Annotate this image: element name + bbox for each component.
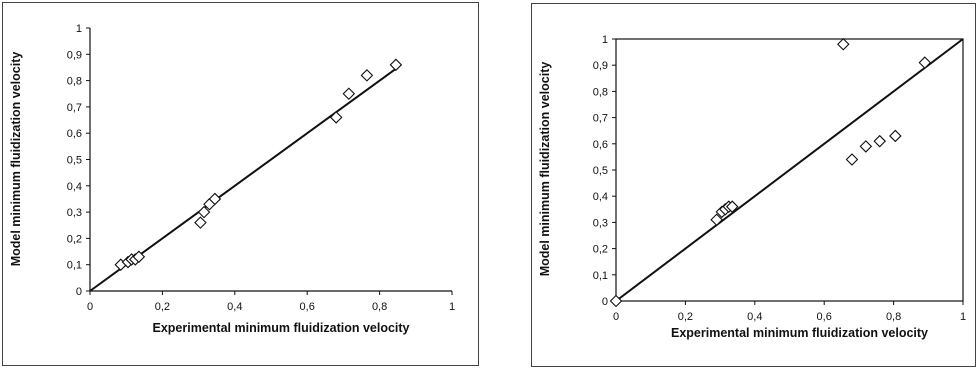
data-point-diamond [837, 37, 850, 51]
y-tick-label: 0,9 [593, 60, 608, 72]
y-axis-title: Model minimum fluidization velocity [9, 52, 23, 267]
fit-line [615, 38, 964, 302]
x-tick-label: 0,8 [886, 311, 901, 323]
data-point-diamond [845, 153, 859, 166]
chart-panel-right: 0 0,2 0,4 0,6 0,8 1 0 0,1 0,2 0,3 0,4 0,5 0,6 0,7 0,8 0… [531, 3, 976, 367]
y-tick-label: 0,9 [67, 49, 82, 61]
data-point-diamond [889, 129, 902, 143]
data-point-diamond [918, 56, 932, 69]
data-point-diamond [710, 213, 723, 227]
data-point-diamond [609, 294, 623, 308]
x-tick-label: 0,2 [155, 301, 170, 313]
data-point-diamond [725, 200, 739, 213]
y-tick-label: 0,5 [593, 165, 608, 177]
data-point-diamond [132, 250, 146, 264]
y-tick-label: 1 [602, 34, 608, 46]
chart-panel-left: 0 0,2 0,4 0,6 0,8 1 0 0,1 0,2 0,3 0,4 0,5 0,6 0,7 0,8 0… [2, 2, 479, 366]
y-tick-label: 0,2 [67, 233, 82, 245]
x-axis-title: Experimental minimum fluidization veloci… [153, 321, 410, 335]
x-tick-label: 0,8 [372, 301, 387, 313]
x-tick-label: 0,6 [300, 301, 315, 313]
y-axis-title: Model minimum fluidization velocity [538, 62, 552, 277]
data-point-diamond [208, 192, 222, 206]
data-point-diamond [197, 205, 211, 219]
data-point-diamond [329, 111, 343, 124]
y-tick-label: 0,7 [593, 113, 608, 125]
data-point-diamond [389, 58, 403, 72]
x-axis-title: Experimental minimum fluidization veloci… [671, 326, 928, 340]
x-tick-label: 0,2 [678, 311, 693, 323]
y-tick-label: 0,8 [67, 76, 82, 88]
data-point-diamond [342, 87, 356, 101]
x-tick-label: 0,4 [227, 301, 242, 313]
y-tick-label: 0,1 [593, 270, 608, 282]
y-tick-label: 0,8 [593, 86, 608, 98]
y-tick-label: 0,1 [67, 260, 82, 272]
x-tick-label: 0 [613, 311, 619, 323]
x-tick-label: 0,6 [817, 311, 832, 323]
y-tick-label: 0,4 [67, 181, 82, 193]
y-tick-label: 0,3 [67, 207, 82, 219]
y-tick-label: 0,6 [593, 139, 608, 151]
scatter-chart-right: 0 0,2 0,4 0,6 0,8 1 0 0,1 0,2 0,3 0,4 0,5 0,6 0,7 0,8 0… [538, 34, 966, 340]
y-tick-label: 0,2 [593, 244, 608, 256]
x-tick-label: 0,4 [747, 311, 762, 323]
y-tick-label: 0 [76, 286, 82, 298]
y-tick-label: 0,3 [593, 217, 608, 229]
scatter-chart-left: 0 0,2 0,4 0,6 0,8 1 0 0,1 0,2 0,3 0,4 0,5 0,6 0,7 0,8 0… [9, 23, 455, 335]
x-tick-label: 1 [960, 311, 966, 323]
y-tick-label: 1 [76, 23, 82, 35]
y-tick-label: 0,5 [67, 155, 82, 167]
y-tick-label: 0,7 [67, 102, 82, 114]
data-point-diamond [859, 140, 873, 153]
y-tick-label: 0 [602, 296, 608, 308]
x-tick-label: 0 [87, 301, 93, 313]
data-point-diamond [873, 134, 886, 148]
x-tick-label: 1 [449, 301, 455, 313]
y-tick-label: 0,4 [593, 191, 608, 203]
data-point-diamond [360, 69, 374, 82]
data-point-diamond [194, 216, 207, 229]
y-tick-label: 0,6 [67, 128, 82, 140]
